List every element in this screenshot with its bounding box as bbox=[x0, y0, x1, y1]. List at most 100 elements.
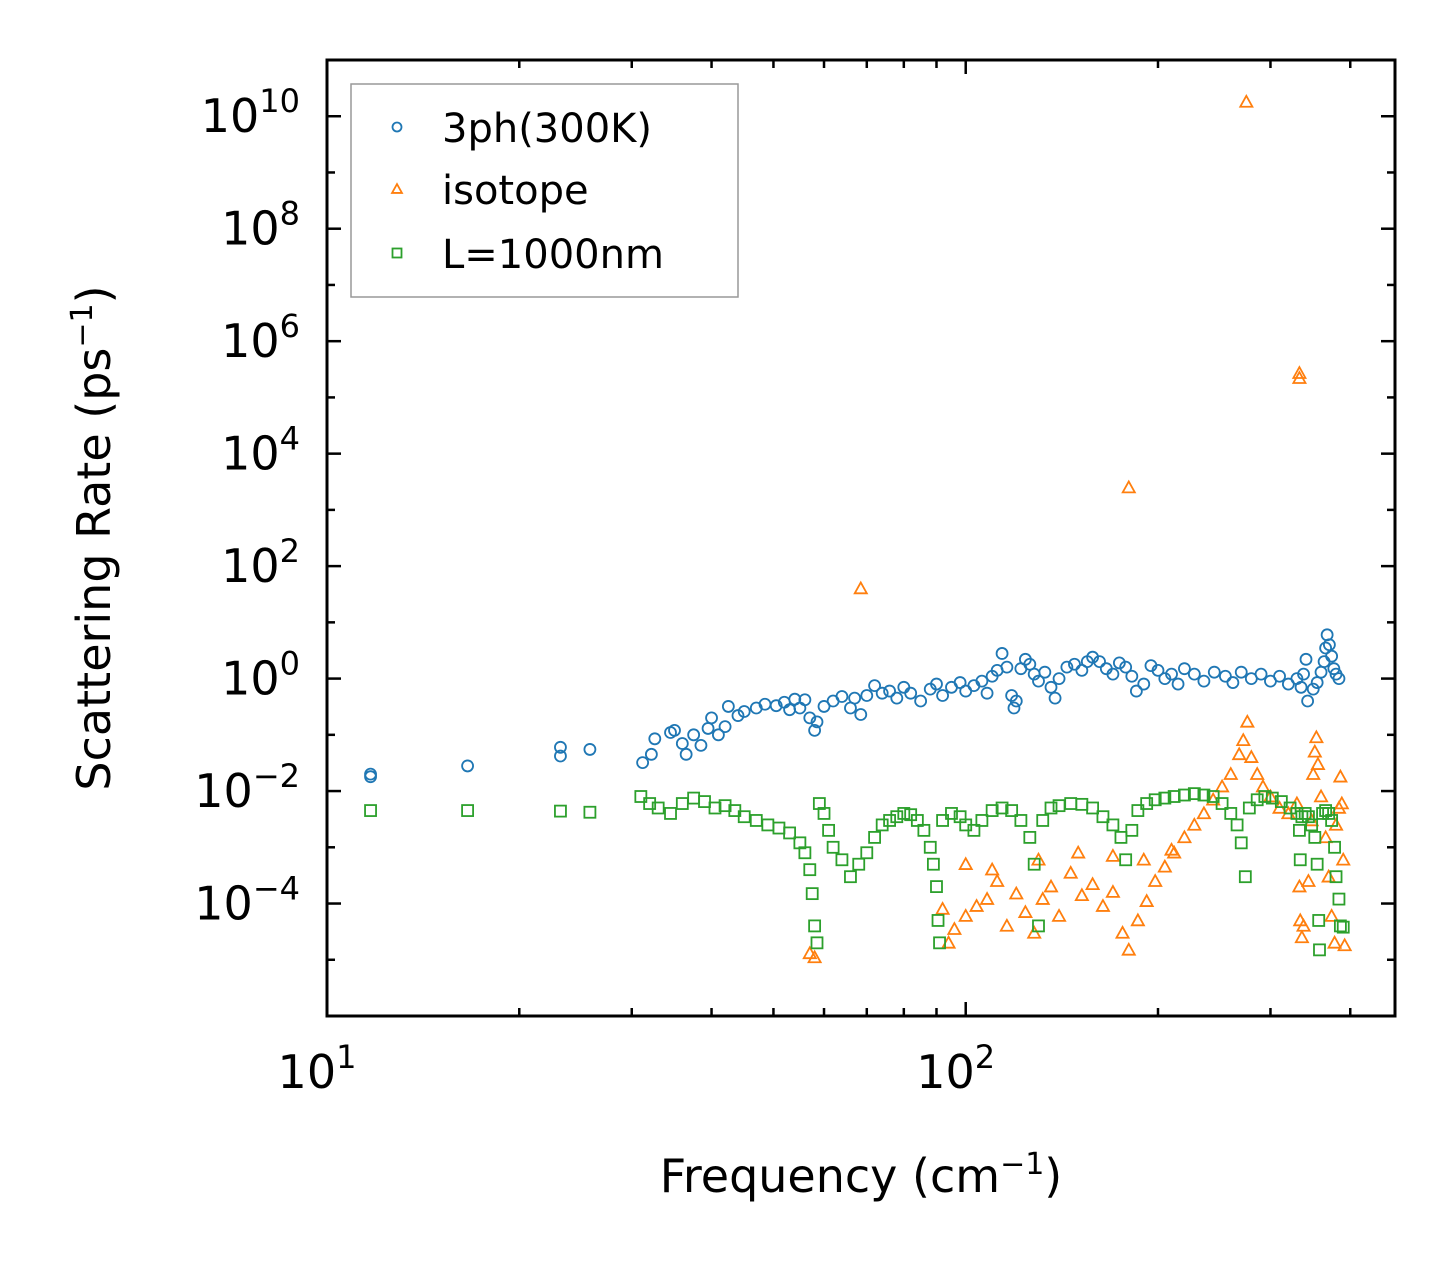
x-tick-label: 102 bbox=[916, 1038, 995, 1099]
point-isotope bbox=[1294, 929, 1310, 944]
point-boundary bbox=[835, 853, 849, 867]
legend-label-3ph: 3ph(300K) bbox=[442, 106, 652, 152]
point-boundary bbox=[798, 846, 812, 860]
y-tick-label: 108 bbox=[221, 195, 300, 256]
y-tick-exponent: 8 bbox=[280, 195, 300, 233]
point-isotope bbox=[1063, 865, 1079, 879]
point-boundary bbox=[1274, 795, 1288, 808]
point-isotope bbox=[1324, 908, 1340, 922]
point-boundary bbox=[687, 791, 701, 805]
point-isotope bbox=[1095, 898, 1111, 912]
legend-markers bbox=[390, 121, 404, 259]
point-boundary bbox=[852, 857, 866, 871]
point-boundary bbox=[1036, 814, 1050, 827]
x-axis-label-sup: −1 bbox=[1000, 1147, 1044, 1182]
point-3ph bbox=[1032, 674, 1045, 688]
point-boundary bbox=[1131, 804, 1145, 817]
point-isotope bbox=[1238, 93, 1254, 108]
legend-marker-boundary bbox=[391, 247, 403, 259]
point-3ph bbox=[868, 679, 881, 693]
point-isotope bbox=[1074, 887, 1090, 902]
point-3ph bbox=[644, 747, 658, 761]
point-3ph bbox=[860, 689, 874, 702]
point-boundary bbox=[803, 863, 817, 877]
point-boundary bbox=[1258, 790, 1272, 803]
legend-box bbox=[350, 83, 739, 298]
point-3ph bbox=[694, 738, 708, 752]
point-boundary bbox=[772, 821, 786, 835]
point-boundary bbox=[1005, 804, 1019, 817]
point-3ph bbox=[1106, 667, 1120, 681]
y-tick-base: 10 bbox=[221, 427, 280, 481]
point-isotope bbox=[1196, 805, 1212, 820]
point-3ph bbox=[798, 693, 812, 707]
point-3ph bbox=[668, 723, 681, 737]
point-boundary bbox=[1044, 801, 1058, 815]
point-boundary bbox=[1328, 840, 1341, 854]
point-boundary bbox=[364, 804, 377, 817]
point-3ph bbox=[835, 690, 849, 703]
point-3ph bbox=[930, 677, 943, 691]
point-boundary bbox=[1302, 810, 1315, 824]
x-axis-label-end: ) bbox=[1044, 1149, 1062, 1203]
point-isotope bbox=[1147, 873, 1163, 887]
point-3ph bbox=[648, 732, 662, 746]
legend-label-boundary: L=1000nm bbox=[442, 232, 664, 278]
x-axis-label: Frequency (cm−1) bbox=[660, 1147, 1063, 1203]
point-isotope bbox=[1326, 934, 1343, 949]
point-isotope bbox=[1070, 844, 1086, 859]
point-3ph bbox=[793, 701, 807, 715]
point-3ph bbox=[810, 715, 824, 729]
point-3ph bbox=[1044, 680, 1058, 694]
point-isotope bbox=[1243, 749, 1259, 763]
point-boundary bbox=[634, 790, 648, 803]
point-3ph bbox=[890, 691, 904, 705]
point-isotope bbox=[1305, 766, 1321, 780]
point-3ph bbox=[1007, 701, 1021, 715]
point-boundary bbox=[761, 818, 775, 832]
point-boundary bbox=[923, 840, 937, 854]
point-3ph bbox=[897, 680, 911, 694]
point-3ph bbox=[1187, 667, 1201, 681]
point-boundary bbox=[1333, 919, 1347, 933]
point-3ph bbox=[975, 674, 989, 688]
point-boundary bbox=[1148, 793, 1162, 807]
point-boundary bbox=[1106, 818, 1120, 832]
point-isotope bbox=[1337, 937, 1353, 952]
point-3ph bbox=[769, 699, 783, 713]
point-3ph bbox=[848, 691, 862, 705]
x-tick-label: 101 bbox=[278, 1038, 357, 1099]
point-boundary bbox=[995, 801, 1009, 815]
point-isotope bbox=[999, 918, 1015, 932]
point-boundary bbox=[1023, 830, 1037, 844]
point-isotope bbox=[1163, 841, 1180, 856]
point-boundary bbox=[1250, 793, 1264, 807]
point-3ph bbox=[904, 686, 918, 700]
point-3ph bbox=[936, 689, 949, 702]
series-boundary bbox=[364, 787, 1350, 957]
point-isotope bbox=[1136, 851, 1152, 866]
y-axis-label-sup: −1 bbox=[65, 303, 100, 347]
point-3ph bbox=[1151, 663, 1165, 677]
point-boundary bbox=[883, 814, 896, 827]
point-isotope bbox=[1176, 829, 1193, 844]
point-3ph bbox=[883, 684, 896, 698]
point-3ph bbox=[1273, 669, 1286, 683]
point-boundary bbox=[1014, 814, 1028, 827]
point-isotope bbox=[1335, 851, 1351, 866]
point-isotope bbox=[1291, 365, 1307, 379]
point-boundary bbox=[1230, 818, 1244, 832]
point-boundary bbox=[783, 826, 797, 840]
y-tick-label: 102 bbox=[221, 532, 300, 593]
x-tick-base: 10 bbox=[278, 1045, 337, 1099]
point-isotope bbox=[1026, 925, 1042, 939]
point-boundary bbox=[808, 919, 822, 933]
point-isotope bbox=[1291, 370, 1307, 384]
point-isotope bbox=[1085, 876, 1101, 891]
point-isotope bbox=[1334, 795, 1350, 810]
point-boundary bbox=[1312, 914, 1326, 927]
point-boundary bbox=[1293, 823, 1306, 837]
point-3ph bbox=[1009, 694, 1023, 708]
point-boundary bbox=[1238, 870, 1252, 884]
point-isotope bbox=[989, 873, 1005, 887]
